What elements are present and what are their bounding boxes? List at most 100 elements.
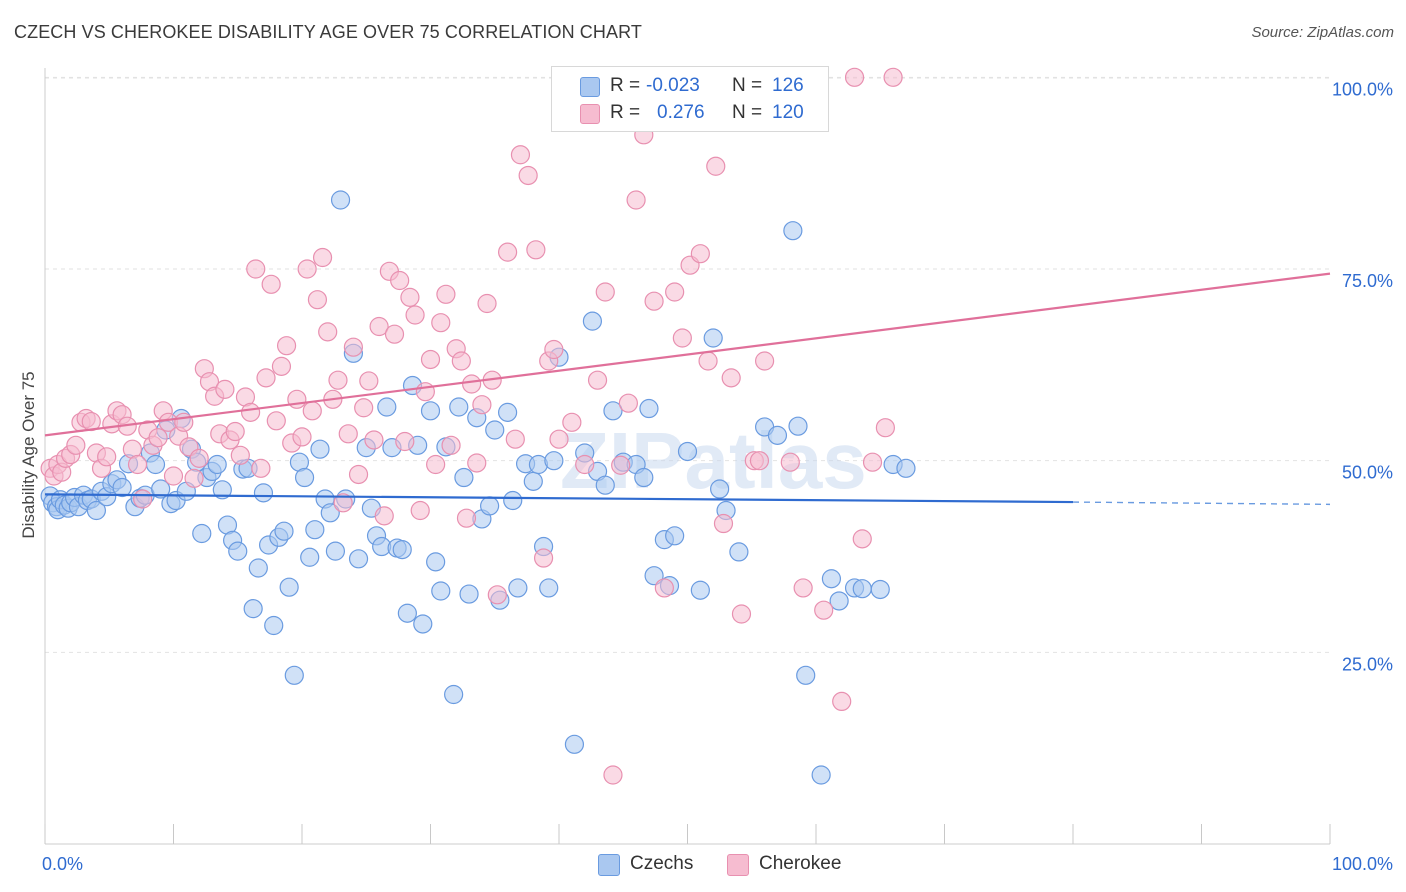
cherokee-point — [436, 284, 456, 304]
czech-point — [348, 549, 369, 569]
cherokee-point — [611, 455, 631, 475]
x-tick-label: 100.0% — [1332, 854, 1393, 874]
cherokee-point — [713, 513, 734, 534]
cherokee-point — [462, 374, 482, 394]
cherokee-point — [261, 274, 281, 294]
czech-point — [539, 578, 559, 598]
cherokee-point — [698, 351, 718, 371]
czech-point — [503, 490, 523, 511]
cherokee-point — [467, 453, 487, 473]
czech-point — [264, 615, 284, 636]
cherokee-point — [97, 447, 117, 467]
cherokee-point — [441, 435, 461, 455]
czech-point — [274, 521, 294, 541]
tick-labels: 25.0% 50.0% 75.0% 100.0% 0.0% 100.0% — [42, 79, 1393, 874]
cherokee-point — [780, 452, 800, 472]
r-label: R = — [610, 102, 641, 123]
cherokee-point — [400, 287, 420, 307]
czech-point — [480, 496, 500, 516]
czech-point — [325, 541, 346, 561]
czech-point — [582, 311, 603, 331]
cherokee-point — [359, 371, 379, 391]
cherokee-point — [127, 454, 148, 475]
czech-point — [523, 471, 543, 491]
czech-point — [444, 684, 464, 705]
cherokee-point — [477, 293, 497, 314]
cherokee-point — [405, 305, 425, 325]
czech-point — [788, 416, 808, 436]
czech-point — [253, 483, 274, 503]
cherokee-point — [420, 349, 441, 370]
czech-point — [710, 479, 730, 499]
cherokee-point — [526, 240, 546, 260]
czech-point — [151, 479, 171, 499]
czech-point — [377, 397, 397, 417]
n-label: N = — [732, 102, 763, 123]
czech-point — [112, 477, 132, 498]
czech-legend-swatch — [598, 854, 620, 876]
y-axis-label: Disability Age Over 75 — [19, 371, 38, 538]
cherokee-point — [793, 578, 813, 598]
cherokee-point — [384, 324, 405, 344]
stats-legend: R = -0.023 N = 126 R = 0.276 N = 120 — [551, 66, 829, 132]
cherokee-point — [292, 427, 312, 447]
cherokee-point — [230, 445, 250, 465]
cherokee-point — [338, 424, 358, 444]
czech-point — [767, 425, 788, 445]
legend-label: Czechs — [630, 853, 694, 874]
y-tick-label: 75.0% — [1342, 271, 1393, 291]
cherokee-point — [266, 411, 286, 431]
czech-point — [459, 584, 479, 604]
cherokee-point — [333, 493, 353, 513]
cherokee-point — [498, 242, 518, 262]
r-value: 0.276 — [657, 102, 705, 123]
axes — [44, 68, 1331, 845]
czech-point — [811, 765, 831, 785]
cherokee-point — [754, 351, 775, 371]
cherokee-point — [814, 600, 834, 620]
cherokee-point — [731, 604, 752, 624]
n-value: 120 — [772, 102, 804, 123]
cherokee-point — [426, 454, 446, 475]
czech-point — [431, 581, 451, 601]
czech-point — [454, 467, 474, 488]
r-value: -0.023 — [646, 75, 700, 96]
cherokee-point — [312, 247, 333, 268]
cherokee-point — [587, 370, 608, 390]
czech-point — [595, 475, 615, 495]
cherokee-point — [603, 765, 623, 785]
czech-point — [330, 190, 351, 210]
czech-point — [690, 580, 710, 600]
czech-point — [703, 328, 723, 348]
n-value: 126 — [772, 75, 804, 96]
stats-row-czechs: R = -0.023 N = 126 — [552, 74, 828, 100]
cherokee-point — [390, 270, 410, 291]
cherokee-point — [225, 421, 245, 442]
czech-point — [677, 441, 698, 462]
czech-point — [449, 397, 469, 417]
czech-point — [564, 734, 585, 754]
cherokee-point — [256, 368, 276, 388]
cherokee-point — [302, 401, 322, 421]
stats-row-cherokee: R = 0.276 N = 120 — [552, 101, 828, 127]
y-tick-label: 100.0% — [1332, 79, 1393, 99]
czech-point — [796, 665, 816, 685]
cherokee-point — [66, 435, 86, 455]
trend-lines — [44, 272, 1331, 506]
cherokee-point — [690, 244, 710, 264]
cherokee-point — [241, 402, 261, 422]
cherokee-point — [575, 454, 595, 475]
cherokee-point — [184, 468, 204, 488]
czech-point — [413, 614, 433, 634]
y-tick-label: 25.0% — [1342, 654, 1393, 674]
czech-point — [639, 398, 659, 419]
cherokee-point — [297, 259, 317, 279]
r-label: R = — [610, 75, 641, 96]
cherokee-point — [549, 429, 569, 449]
czech-point — [310, 439, 330, 459]
series-cherokee — [40, 67, 903, 785]
cherokee-point — [618, 393, 638, 413]
cherokee-point — [883, 67, 903, 87]
cherokee-point — [472, 395, 492, 415]
cherokee-point — [626, 190, 646, 210]
